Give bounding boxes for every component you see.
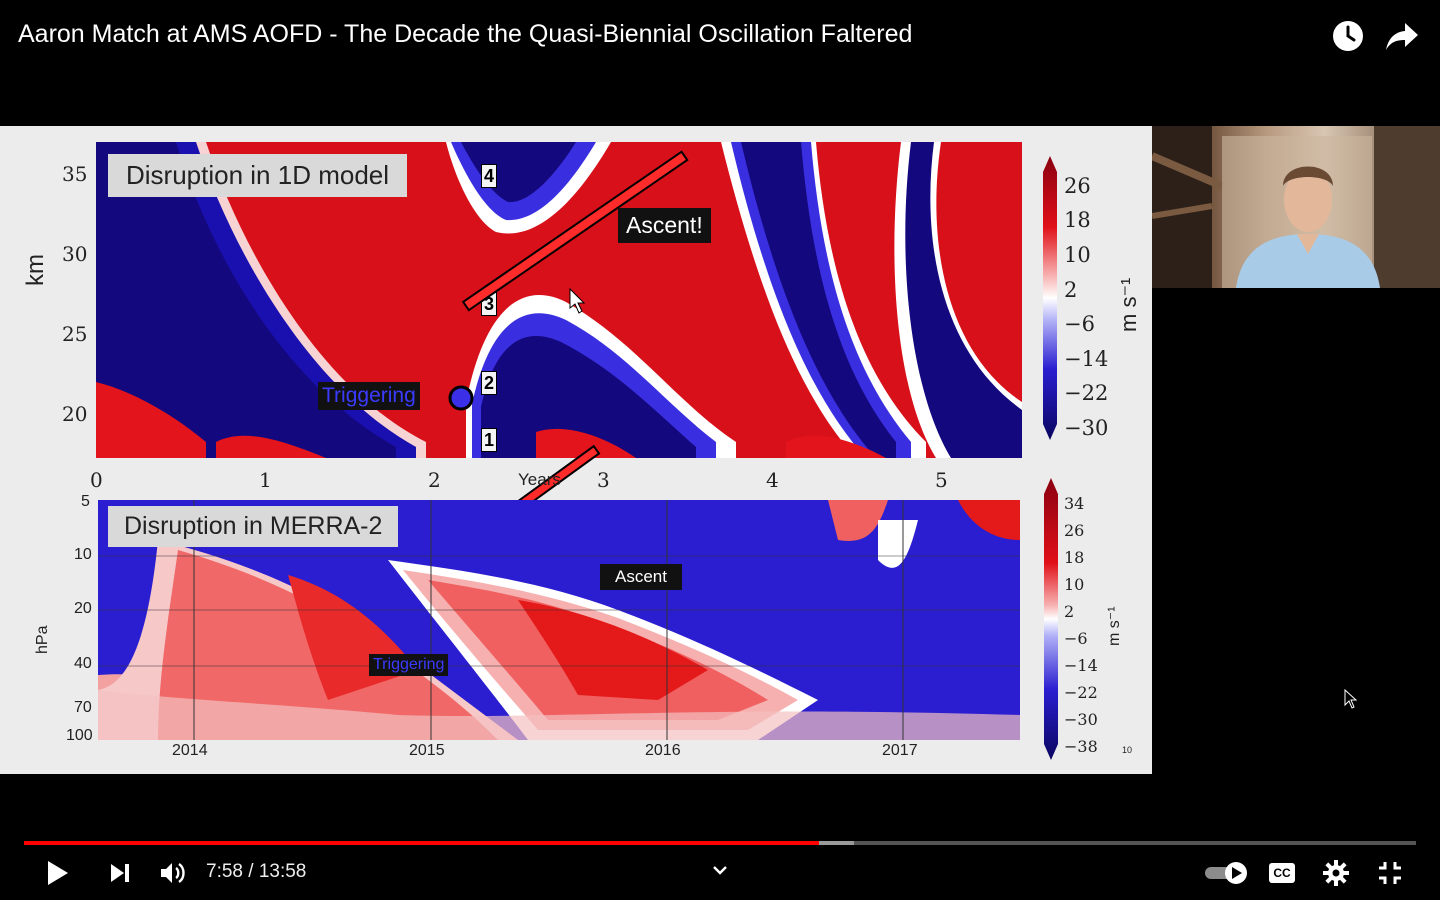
bottom-ytick: 5 bbox=[81, 493, 90, 510]
top-panel-label: Disruption in 1D model bbox=[108, 154, 408, 197]
bottom-ytick: 10 bbox=[74, 546, 92, 563]
mute-button[interactable] bbox=[154, 852, 192, 894]
captions-button[interactable]: CC bbox=[1264, 852, 1300, 894]
bottom-colorbar-unit: m s⁻¹ bbox=[1106, 606, 1123, 646]
top-xtick: 1 bbox=[259, 468, 272, 492]
bottom-y-axis-title: hPa bbox=[34, 625, 51, 654]
chapter-dropdown[interactable] bbox=[706, 856, 734, 884]
top-x-axis-title: Years bbox=[518, 470, 561, 489]
presentation-slide: Disruption in 1D model 4 3 2 1 Triggerin… bbox=[0, 126, 1152, 774]
autoplay-toggle-icon bbox=[1205, 862, 1247, 884]
exit-fullscreen-icon bbox=[1379, 862, 1401, 884]
top-xtick: 3 bbox=[597, 468, 610, 492]
bottom-cb-tick: 34 bbox=[1064, 494, 1085, 513]
gear-icon bbox=[1323, 860, 1349, 886]
next-icon bbox=[111, 864, 129, 882]
bottom-ytick: 40 bbox=[74, 655, 92, 672]
top-ytick: 25 bbox=[62, 322, 88, 346]
triggering-label: Triggering bbox=[318, 382, 420, 410]
bottom-cb-tick: −22 bbox=[1064, 683, 1098, 702]
top-xtick: 2 bbox=[428, 468, 441, 492]
marker-2: 2 bbox=[481, 371, 497, 395]
bottom-xtick: 2014 bbox=[172, 742, 208, 759]
chevron-down-icon bbox=[713, 866, 727, 875]
top-colorbar-unit: m s⁻¹ bbox=[1116, 277, 1141, 332]
top-cb-tick: 10 bbox=[1064, 243, 1091, 267]
bottom-colorbar bbox=[1044, 478, 1058, 760]
autoplay-toggle[interactable] bbox=[1202, 852, 1252, 894]
bottom-ytick: 20 bbox=[74, 600, 92, 617]
top-cb-tick: 2 bbox=[1064, 278, 1078, 302]
qbo-merra2-plot: Disruption in MERRA-2 Ascent Triggering bbox=[98, 500, 1020, 740]
bottom-cb-tick: −38 bbox=[1064, 737, 1098, 756]
slide-corner-mark: 10 bbox=[1122, 745, 1133, 755]
share-icon[interactable] bbox=[1382, 16, 1422, 56]
bottom-panel-label: Disruption in MERRA-2 bbox=[108, 506, 399, 547]
bottom-xtick: 2017 bbox=[882, 742, 918, 759]
progress-played bbox=[24, 841, 819, 845]
volume-icon bbox=[161, 863, 185, 883]
speaker-webcam bbox=[1152, 126, 1440, 288]
top-cb-tick: 26 bbox=[1064, 174, 1091, 198]
top-cb-tick: 18 bbox=[1064, 208, 1091, 232]
captions-icon: CC bbox=[1269, 863, 1295, 883]
mouse-cursor-icon bbox=[1344, 689, 1358, 709]
bottom-cb-tick: 26 bbox=[1064, 521, 1085, 540]
next-button[interactable] bbox=[102, 852, 138, 894]
top-y-axis-title: km bbox=[22, 254, 49, 286]
top-xtick: 0 bbox=[90, 468, 103, 492]
video-title[interactable]: Aaron Match at AMS AOFD - The Decade the… bbox=[18, 20, 913, 48]
speaker-shirt bbox=[1236, 234, 1380, 288]
bottom-cb-tick: 10 bbox=[1064, 575, 1085, 594]
marker-4: 4 bbox=[481, 164, 497, 188]
speaker-face bbox=[1284, 168, 1332, 232]
play-icon bbox=[48, 861, 68, 885]
ascent-label: Ascent! bbox=[618, 208, 711, 243]
top-xtick: 5 bbox=[935, 468, 948, 492]
bottom-ytick: 100 bbox=[66, 727, 93, 744]
marker-1: 1 bbox=[481, 428, 497, 452]
time-display: 7:58 / 13:58 bbox=[206, 861, 307, 882]
bottom-xtick: 2016 bbox=[645, 742, 681, 759]
settings-button[interactable] bbox=[1318, 852, 1354, 894]
progress-bar[interactable] bbox=[24, 841, 1416, 845]
top-xtick: 4 bbox=[766, 468, 779, 492]
watch-later-icon[interactable] bbox=[1328, 16, 1368, 56]
top-cb-tick: −14 bbox=[1064, 347, 1109, 371]
bottom-cb-tick: 18 bbox=[1064, 548, 1085, 567]
ascent-label-merra: Ascent bbox=[600, 564, 682, 590]
bottom-cb-tick: 2 bbox=[1064, 602, 1075, 621]
bottom-ytick: 70 bbox=[74, 699, 92, 716]
top-ytick: 20 bbox=[62, 402, 88, 426]
top-colorbar bbox=[1043, 156, 1057, 440]
top-cb-tick: −22 bbox=[1064, 381, 1109, 405]
bottom-cb-tick: −6 bbox=[1064, 629, 1088, 648]
top-ytick: 30 bbox=[62, 242, 88, 266]
play-button[interactable] bbox=[40, 852, 76, 894]
triggering-label-merra: Triggering bbox=[369, 654, 449, 676]
qbo-1d-model-plot: Disruption in 1D model 4 3 2 1 Triggerin… bbox=[96, 142, 1022, 458]
top-bar: Aaron Match at AMS AOFD - The Decade the… bbox=[0, 0, 1440, 72]
top-ytick: 35 bbox=[62, 162, 88, 186]
top-cb-tick: −30 bbox=[1064, 416, 1109, 440]
bottom-cb-tick: −30 bbox=[1064, 710, 1098, 729]
bottom-cb-tick: −14 bbox=[1064, 656, 1098, 675]
bottom-xtick: 2015 bbox=[409, 742, 445, 759]
exit-fullscreen-button[interactable] bbox=[1372, 852, 1408, 894]
top-cb-tick: −6 bbox=[1064, 312, 1095, 336]
